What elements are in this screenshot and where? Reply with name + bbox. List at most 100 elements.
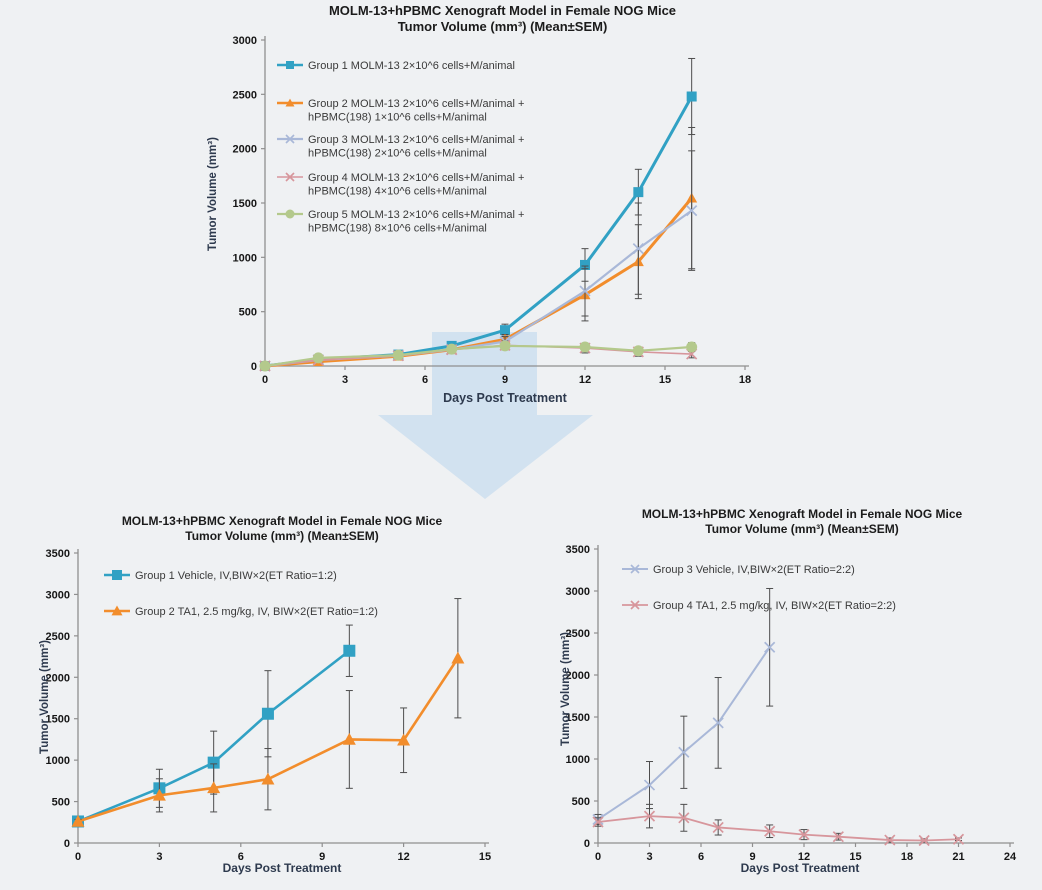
marker-x [764,825,776,837]
legend-label: Group 2 MOLM-13 2×10^6 cells+M/animal + [308,98,524,110]
marker-triangle [451,651,465,664]
series-line [597,815,959,842]
x-tick-label: 6 [698,851,704,863]
top-chart-x-axis-label: Days Post Treatment [443,391,567,405]
marker-circle [312,352,324,364]
big-down-arrow-icon [378,332,593,499]
y-tick-label: 1500 [566,712,590,724]
marker-triangle [111,605,123,616]
marker-x [285,134,295,144]
marker-square [580,259,590,270]
y-tick-label: 0 [64,838,70,850]
x-tick-label: 15 [849,851,861,863]
marker-x [592,816,604,828]
marker-circle [499,340,511,352]
y-tick-label: 500 [239,307,257,319]
y-tick-label: 3500 [46,548,70,560]
x-tick-label: 0 [595,851,601,863]
top-chart-title-line1: MOLM-13+hPBMC Xenograft Model in Female … [328,3,677,18]
marker-x [712,821,724,834]
legend-item: Group 2 TA1, 2.5 mg/kg, IV, BIW×2(ET Rat… [104,605,378,618]
bottom-left-chart-y-axis-label: Tumor Volume (mm³) [39,640,51,754]
bottom-left-chart-legend: Group 1 Vehicle, IV,BIW×2(ET Ratio=1:2) G… [104,570,378,618]
legend-item: Group 5 MOLM-13 2×10^6 cells+M/animal + h… [277,209,524,235]
bottom-left-chart-title-line1: MOLM-13+hPBMC Xenograft Model in Female … [121,514,443,528]
bottom-right-chart: 0 3 6 9 12 15 18 21 24 0 500 1000 1500 2000 2500 3000 35… [566,544,1017,863]
marker-x [643,810,656,822]
x-tick-label: 15 [659,374,671,386]
marker-x [712,717,724,729]
legend-label: hPBMC(198) 2×10^6 cells+M/animal [308,148,487,160]
x-tick-label: 18 [739,374,751,386]
marker-x [798,828,810,841]
top-chart-title-line2: Tumor Volume (mm³) (Mean±SEM) [397,18,608,34]
marker-x [630,600,640,610]
legend-item: Group 4 TA1, 2.5 mg/kg, IV, BIW×2(ET Rat… [622,600,896,612]
marker-square [686,91,697,102]
y-tick-label: 500 [52,797,70,809]
marker-triangle [285,98,295,107]
marker-triangle [71,814,85,827]
marker-circle [686,341,698,353]
x-tick-label: 0 [262,374,268,386]
bottom-left-chart-axes: 0 3 6 9 12 15 0 500 1000 1500 2000 2500 3000 3500 [46,548,492,863]
legend-item: Group 2 MOLM-13 2×10^6 cells+M/animal + h… [277,98,524,124]
x-tick-label: 3 [156,851,162,863]
y-tick-label: 1000 [233,252,257,264]
x-tick-label: 9 [319,851,325,863]
y-tick-label: 2500 [566,628,590,640]
bottom-right-chart-title: MOLM-13+hPBMC Xenograft Model in Female … [583,507,1021,536]
legend-item: Group 3 Vehicle, IV,BIW×2(ET Ratio=2:2) [622,564,855,576]
bottom-right-chart-legend: Group 3 Vehicle, IV,BIW×2(ET Ratio=2:2) G… [622,564,896,612]
legend-item: Group 1 Vehicle, IV,BIW×2(ET Ratio=1:2) [104,570,337,582]
marker-x [285,172,295,182]
bottom-right-chart-axes: 0 3 6 9 12 15 18 21 24 0 500 1000 1500 2000 2500 3000 35… [566,544,1017,863]
x-tick-label: 21 [952,851,964,863]
legend-label: Group 3 MOLM-13 2×10^6 cells+M/animal + [308,134,524,146]
x-tick-label: 3 [646,851,652,863]
series-x [592,803,965,847]
marker-x [632,243,644,255]
marker-x [643,779,656,791]
x-tick-label: 9 [502,374,508,386]
legend-label: Group 4 TA1, 2.5 mg/kg, IV, BIW×2(ET Rat… [653,600,896,612]
y-tick-label: 1000 [46,755,70,767]
y-tick-label: 2000 [46,672,70,684]
marker-x [952,833,965,845]
bottom-left-chart-x-axis-label: Days Post Treatment [222,861,342,875]
marker-square [500,325,510,336]
marker-circle [285,209,295,219]
x-tick-label: 6 [238,851,244,863]
y-tick-label: 0 [251,361,257,373]
legend-label: Group 3 Vehicle, IV,BIW×2(ET Ratio=2:2) [653,564,855,576]
marker-x [686,205,698,217]
marker-triangle [152,788,166,801]
marker-triangle [207,781,221,794]
top-chart-y-axis-label: Tumor Volume (mm³) [207,137,219,251]
bottom-left-chart-title-line2: Tumor Volume (mm³) (Mean±SEM) [185,528,379,543]
marker-square [343,644,356,657]
y-tick-label: 3500 [566,544,590,556]
bottom-right-chart-x-axis-label: Days Post Treatment [740,861,860,875]
y-tick-label: 2000 [566,670,590,682]
legend-label: Group 5 MOLM-13 2×10^6 cells+M/animal + [308,209,524,221]
legend-label: hPBMC(198) 8×10^6 cells+M/animal [308,223,487,235]
x-tick-label: 12 [798,851,810,863]
marker-x [678,812,690,824]
marker-x [764,641,776,653]
marker-circle [392,349,404,361]
legend-label: hPBMC(198) 4×10^6 cells+M/animal [308,186,487,198]
x-tick-label: 3 [342,374,348,386]
top-chart-title: MOLM-13+hPBMC Xenograft Model in Female … [230,3,775,35]
y-tick-label: 1000 [566,754,590,766]
marker-circle [579,341,591,353]
x-tick-label: 12 [579,374,591,386]
legend-item: Group 3 MOLM-13 2×10^6 cells+M/animal + h… [277,134,524,160]
x-tick-label: 15 [479,851,491,863]
marker-x [918,834,930,847]
marker-circle [446,343,458,355]
marker-square [207,756,220,769]
bottom-right-chart-title-line2: Tumor Volume (mm³) (Mean±SEM) [705,521,899,536]
